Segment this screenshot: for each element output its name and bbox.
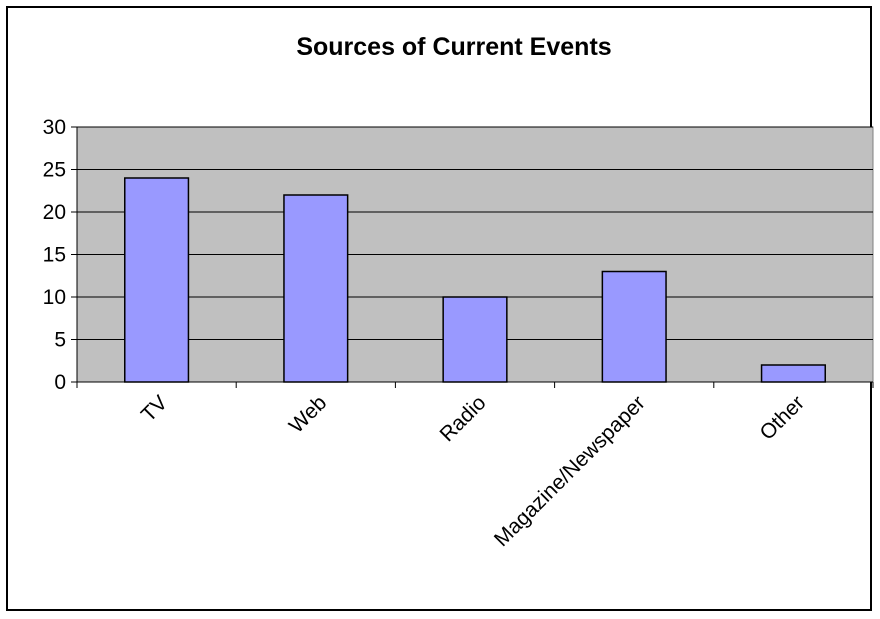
y-tick-label: 25 <box>43 159 66 182</box>
y-tick-label: 15 <box>43 244 66 267</box>
y-tick-label: 10 <box>43 286 66 309</box>
x-category-label: TV <box>137 391 172 426</box>
x-category-label: Web <box>285 391 332 438</box>
bar-tv <box>124 177 190 383</box>
bar-web <box>283 194 349 383</box>
bars <box>124 177 826 383</box>
bar-radio <box>442 296 508 383</box>
y-axis-ticks: 0 5 10 15 20 25 30 <box>43 116 77 394</box>
chart-title: Sources of Current Events <box>296 33 611 61</box>
y-tick-label: 20 <box>43 201 66 224</box>
x-category-label: Other <box>756 391 809 444</box>
x-axis-labels: TV Web Radio Magazine/Newspaper Other <box>137 391 809 551</box>
x-category-label: Magazine/Newspaper <box>490 391 650 551</box>
y-tick-label: 0 <box>54 371 66 394</box>
bar-other <box>760 364 826 383</box>
bar-magazine-newspaper <box>601 270 667 383</box>
x-category-label: Radio <box>435 391 490 446</box>
y-tick-label: 30 <box>43 116 66 139</box>
y-tick-label: 5 <box>54 329 66 352</box>
